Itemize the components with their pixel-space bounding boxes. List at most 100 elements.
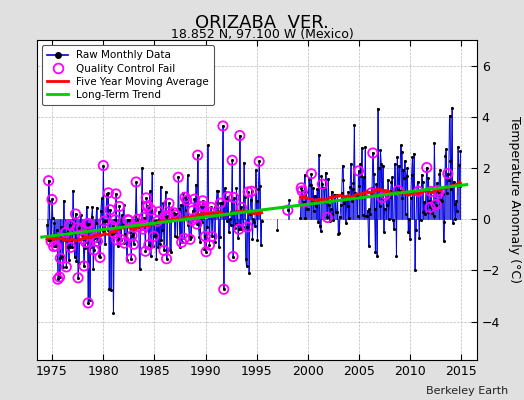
Point [348, 186, 357, 193]
Point [401, 211, 410, 218]
Point [103, 190, 111, 197]
Point [94, 231, 103, 238]
Point [325, 202, 333, 208]
Point [429, 198, 437, 205]
Point [296, 215, 304, 221]
Point [315, 223, 324, 229]
Point [115, 203, 124, 210]
Point [385, 216, 393, 222]
Point [127, 256, 135, 262]
Point [48, 196, 56, 203]
Point [415, 235, 423, 241]
Point [364, 208, 372, 214]
Point [374, 105, 382, 112]
Point [157, 184, 165, 190]
Point [171, 212, 180, 218]
Point [300, 172, 309, 178]
Point [154, 244, 162, 250]
Point [52, 243, 60, 249]
Point [395, 163, 403, 169]
Point [437, 197, 445, 203]
Point [217, 200, 225, 206]
Point [367, 190, 375, 196]
Point [178, 198, 187, 205]
Point [135, 224, 143, 230]
Point [159, 200, 167, 206]
Point [189, 208, 197, 214]
Point [124, 217, 133, 224]
Point [84, 300, 92, 306]
Point [309, 185, 317, 191]
Point [257, 242, 265, 248]
Point [178, 239, 186, 246]
Point [228, 157, 236, 164]
Point [237, 204, 246, 211]
Point [105, 286, 113, 292]
Point [421, 211, 429, 217]
Point [401, 158, 409, 164]
Point [240, 160, 248, 166]
Point [354, 168, 363, 174]
Point [418, 172, 426, 178]
Point [212, 200, 221, 206]
Point [344, 189, 353, 195]
Point [66, 222, 74, 228]
Point [382, 190, 390, 197]
Point [139, 214, 148, 221]
Point [439, 191, 447, 197]
Point [425, 198, 433, 205]
Point [175, 206, 183, 212]
Point [422, 164, 431, 171]
Point [297, 185, 305, 191]
Point [79, 236, 88, 242]
Point [190, 196, 199, 202]
Point [83, 220, 92, 227]
Point [78, 232, 86, 238]
Point [255, 158, 264, 164]
Point [219, 123, 227, 129]
Point [302, 189, 311, 195]
Point [416, 189, 424, 196]
Point [227, 209, 236, 215]
Point [441, 152, 450, 159]
Point [99, 228, 107, 234]
Point [190, 196, 199, 202]
Point [408, 172, 416, 178]
Point [438, 198, 446, 204]
Point [195, 234, 203, 241]
Point [322, 197, 331, 203]
Point [111, 217, 119, 223]
Point [433, 188, 442, 194]
Point [69, 187, 77, 194]
Point [446, 158, 454, 164]
Point [71, 211, 80, 217]
Point [151, 232, 160, 238]
Point [210, 211, 218, 218]
Point [312, 198, 321, 204]
Point [104, 190, 113, 196]
Point [124, 216, 132, 223]
Point [249, 216, 257, 222]
Point [61, 230, 70, 236]
Point [81, 245, 89, 252]
Point [407, 194, 415, 201]
Point [453, 208, 461, 214]
Point [107, 232, 116, 238]
Point [444, 170, 452, 177]
Point [133, 218, 141, 224]
Point [232, 221, 240, 227]
Point [242, 255, 250, 262]
Point [233, 208, 242, 215]
Point [91, 234, 99, 241]
Point [191, 215, 199, 221]
Point [236, 132, 244, 139]
Point [452, 198, 461, 204]
Point [225, 229, 233, 235]
Point [114, 243, 122, 250]
Point [70, 230, 78, 237]
Point [164, 212, 172, 219]
Point [110, 310, 118, 317]
Point [81, 239, 90, 246]
Point [135, 224, 143, 230]
Point [173, 234, 182, 240]
